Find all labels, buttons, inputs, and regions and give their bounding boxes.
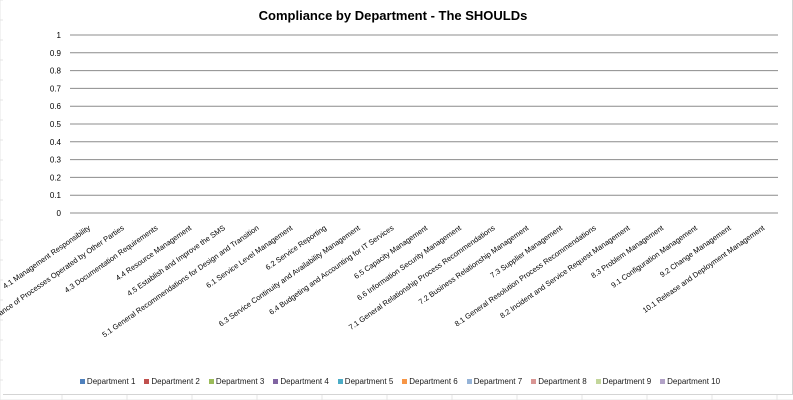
legend-item[interactable]: Department 7 (466, 376, 523, 386)
legend-item[interactable]: Department 6 (402, 376, 458, 386)
legend-label: Department 4 (280, 376, 329, 386)
y-tick-label: 0.5 (50, 120, 62, 129)
legend-swatch (531, 378, 537, 384)
legend-label: Department 1 (86, 376, 136, 386)
legend-swatch (595, 378, 601, 384)
y-tick-label: 0.4 (50, 138, 62, 147)
legend-item[interactable]: Department 2 (144, 376, 200, 386)
legend[interactable]: Department 1 Department 2 Department 3 Depa… (40, 374, 760, 388)
legend-label: Department 2 (151, 376, 200, 386)
legend-label: Department 8 (538, 376, 587, 386)
legend-swatch (79, 378, 85, 384)
legend-item[interactable]: Department 4 (273, 376, 329, 386)
legend-item[interactable]: Department 8 (531, 376, 587, 386)
chart-title: Compliance by Department - The SHOULDs (259, 8, 528, 23)
legend-label: Department 10 (667, 376, 721, 386)
legend-label: Department 7 (473, 376, 523, 386)
plot-gridlines (70, 34, 778, 214)
legend-item[interactable]: Department 10 (660, 377, 720, 386)
x-axis-labels: 4.1 Management Responsibility4.2 Governa… (0, 223, 767, 339)
y-tick-label: 0.6 (50, 102, 62, 111)
y-tick-label: 0.1 (50, 191, 62, 200)
y-tick-label: 0.8 (50, 67, 62, 76)
y-tick-label: 0 (57, 209, 62, 218)
y-tick-label: 0.3 (50, 156, 62, 165)
legend-item[interactable]: Department 9 (595, 376, 652, 386)
y-tick-label: 1 (57, 31, 62, 40)
legend-swatch (337, 378, 343, 384)
legend-swatch (208, 378, 214, 384)
y-tick-label: 0.2 (50, 173, 62, 182)
chart-area[interactable] (3, 0, 793, 395)
legend-swatch (466, 378, 472, 384)
legend-item[interactable]: Department 5 (337, 376, 394, 386)
x-tick-label: 5.1 General Recommendations for Design a… (100, 223, 260, 339)
x-tick-label: 10.1 Release and Deployment Management (641, 223, 767, 315)
y-tick-label: 0.9 (50, 49, 62, 58)
legend-swatch (402, 378, 408, 384)
legend-item[interactable]: Department 1 (79, 376, 136, 386)
legend-swatch (660, 378, 666, 384)
legend-label: Department 9 (602, 376, 652, 386)
legend-label: Department 6 (409, 376, 458, 386)
legend-label: Department 3 (215, 376, 265, 386)
y-tick-label: 0.7 (50, 84, 62, 93)
legend-swatch (144, 378, 150, 384)
legend-swatch (273, 378, 279, 384)
y-axis-ticks: 0 0.1 0.2 0.3 0.4 0.5 0.6 0.7 0.8 0.9 1 (50, 31, 62, 218)
legend-label: Department 5 (344, 376, 394, 386)
legend-item[interactable]: Department 3 (208, 376, 265, 386)
